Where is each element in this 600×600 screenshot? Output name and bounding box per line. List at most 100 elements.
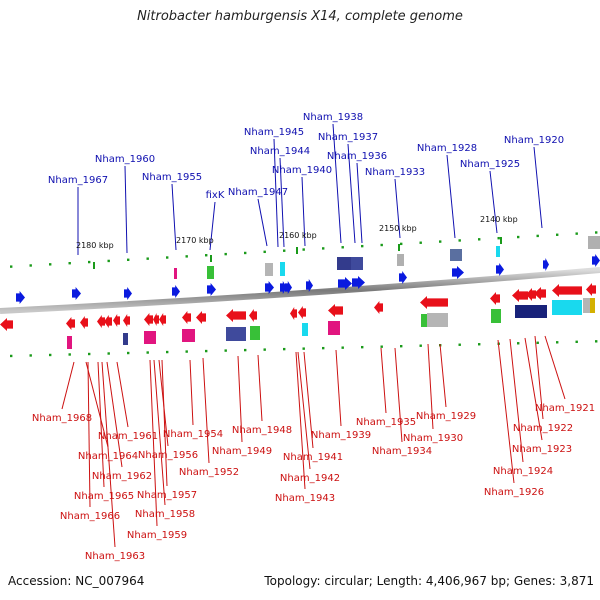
- reverse-gene-arrow: [526, 288, 536, 301]
- lower-dot: [302, 347, 305, 350]
- upper-dot: [361, 244, 364, 248]
- upper-feature-box: [265, 263, 273, 276]
- genome-backbone: [0, 267, 600, 314]
- forward-gene-arrow: [172, 285, 180, 298]
- reverse-gene-arrow: [0, 318, 13, 331]
- top-leader-line: [332, 123, 342, 244]
- lower-dot: [49, 353, 52, 357]
- gene-label-top: Nham_1944: [250, 146, 310, 157]
- gene-label-bottom: Nham_1924: [493, 466, 553, 477]
- gene-label-bottom: Nham_1968: [32, 413, 92, 424]
- gene-label-top: Nham_1940: [272, 165, 332, 176]
- gene-label-bottom: Nham_1941: [283, 452, 343, 463]
- upper-dot: [205, 254, 208, 257]
- tick-label: 2170 kbp: [176, 236, 214, 245]
- reverse-gene-arrow: [552, 284, 582, 297]
- upper-dot: [419, 241, 422, 244]
- bottom-leader-line: [427, 343, 434, 430]
- bottom-leader-line: [534, 335, 544, 420]
- bottom-leader-line: [202, 357, 210, 464]
- forward-gene-arrow: [306, 279, 313, 292]
- forward-gene-arrow: [338, 277, 352, 290]
- upper-dot: [127, 258, 130, 261]
- lower-dot: [575, 340, 578, 344]
- bottom-leader-line: [61, 361, 75, 410]
- tick-label: 2150 kbp: [379, 224, 417, 233]
- lower-dot: [517, 342, 520, 345]
- gene-label-top: Nham_1928: [417, 143, 477, 154]
- lower-dot: [400, 345, 403, 348]
- forward-gene-arrow: [543, 258, 549, 271]
- bottom-leader-line: [85, 361, 109, 448]
- top-leader-line: [279, 157, 285, 248]
- bottom-leader-line: [101, 361, 116, 548]
- gene-label-bottom: Nham_1961: [98, 431, 158, 442]
- bottom-leader-line: [189, 359, 194, 426]
- tick-mark: [398, 244, 400, 251]
- lower-dot: [10, 354, 13, 358]
- lower-dot: [283, 347, 286, 351]
- bottom-leader-line: [509, 338, 524, 463]
- gene-label-bottom: Nham_1957: [137, 490, 197, 501]
- forward-gene-arrow: [452, 266, 464, 279]
- reverse-gene-arrow: [298, 306, 306, 319]
- lower-dot: [322, 346, 325, 350]
- bottom-leader-line: [335, 349, 342, 427]
- forward-gene-arrow: [16, 291, 25, 304]
- lower-dot: [263, 348, 266, 351]
- lower-feature-box: [182, 329, 195, 342]
- reverse-gene-arrow: [113, 314, 120, 327]
- gene-label-bottom: Nham_1921: [535, 403, 595, 414]
- lower-dot: [127, 351, 130, 355]
- gene-label-bottom: Nham_1958: [135, 509, 195, 520]
- tick-label: 2140 kbp: [480, 215, 518, 224]
- lower-dot: [224, 349, 227, 352]
- upper-dot: [517, 235, 520, 239]
- upper-dot: [439, 240, 442, 243]
- upper-dot: [302, 248, 305, 251]
- top-leader-line: [347, 143, 356, 244]
- gene-label-top: Nham_1933: [365, 167, 425, 178]
- gene-label-bottom: Nham_1923: [512, 444, 572, 455]
- upper-dot: [497, 236, 500, 240]
- lower-dot: [556, 341, 559, 344]
- lower-dot: [166, 350, 169, 354]
- bottom-leader-line: [116, 361, 129, 428]
- lower-feature-box: [421, 314, 427, 327]
- tick-label: 2180 kbp: [76, 241, 114, 250]
- upper-dot: [575, 232, 578, 235]
- upper-feature-box: [450, 249, 462, 261]
- bottom-leader-line: [544, 335, 566, 400]
- upper-dot: [107, 259, 110, 263]
- lower-feature-box: [123, 333, 128, 345]
- upper-dot: [556, 233, 559, 236]
- forward-gene-arrow: [72, 287, 81, 300]
- gene-label-bottom: Nham_1959: [127, 530, 187, 541]
- upper-dot: [322, 247, 325, 250]
- forward-gene-arrow: [265, 281, 274, 294]
- lower-dot: [380, 345, 383, 348]
- gene-label-bottom: Nham_1948: [232, 425, 292, 436]
- lower-dot: [107, 352, 110, 355]
- bottom-leader-line: [87, 361, 91, 508]
- gene-label-top: Nham_1945: [244, 127, 304, 138]
- upper-dot: [185, 255, 188, 258]
- gene-label-bottom: Nham_1963: [85, 551, 145, 562]
- lower-dot: [595, 340, 598, 343]
- lower-feature-box: [328, 321, 340, 335]
- upper-feature-box: [280, 262, 285, 276]
- top-leader-line: [533, 146, 543, 229]
- gene-label-top: Nham_1920: [504, 135, 564, 146]
- lower-dot: [205, 349, 208, 353]
- bottom-leader-line: [497, 339, 515, 484]
- reverse-gene-arrow: [196, 311, 206, 324]
- reverse-gene-arrow: [374, 301, 383, 314]
- upper-dot: [380, 243, 383, 247]
- reverse-gene-arrow: [420, 296, 448, 309]
- upper-dot: [244, 251, 247, 255]
- gene-label-bottom: Nham_1949: [212, 446, 272, 457]
- gene-label-top: fixK: [206, 190, 225, 201]
- top-leader-line: [124, 165, 128, 254]
- gene-label-bottom: Nham_1934: [372, 446, 432, 457]
- lower-feature-box: [583, 298, 593, 313]
